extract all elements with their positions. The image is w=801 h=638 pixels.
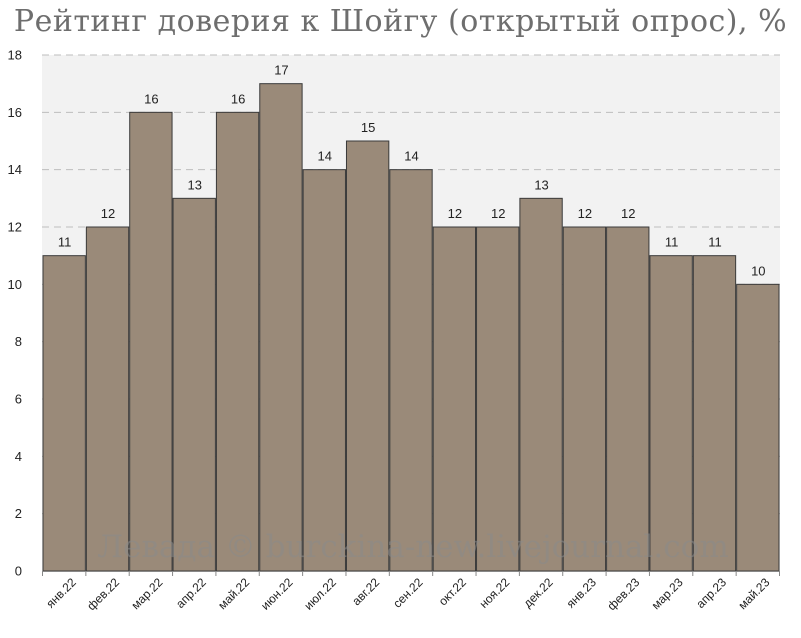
x-tick-label: янв.23 (564, 575, 600, 611)
x-axis: янв.22 фев.22 мар.22 апр.22 май.22 июн.22 июл.… (42, 571, 780, 613)
data-label: 14 (318, 149, 332, 164)
x-tick-label: мар.23 (649, 575, 686, 612)
x-tick-label: мар.22 (129, 575, 166, 612)
x-tick-label: окт.22 (436, 575, 469, 608)
bar (345, 140, 390, 572)
bar (302, 169, 346, 572)
x-tick-label: дек.22 (521, 575, 556, 610)
data-label: 16 (144, 91, 158, 106)
x-tick-label: июл.22 (301, 575, 339, 613)
bar (172, 197, 216, 572)
bar (42, 255, 86, 572)
bar (736, 283, 780, 572)
data-labels: 11 12 16 13 16 17 14 15 14 12 12 13 12 12 11 11 10 (58, 63, 766, 279)
bar (519, 197, 563, 572)
bar (85, 226, 130, 572)
chart-title: Рейтинг доверия к Шойгу (открытый опрос)… (13, 4, 788, 39)
data-label: 13 (188, 177, 202, 192)
x-tick-label: ноя.22 (477, 575, 513, 611)
y-tick-label: 10 (8, 277, 22, 292)
x-tick-label: апр.23 (693, 575, 729, 611)
data-label: 11 (665, 235, 679, 250)
x-tick-label: янв.22 (43, 575, 79, 611)
y-tick-label: 4 (15, 449, 22, 464)
y-tick-label: 16 (8, 105, 22, 120)
bar (389, 169, 433, 572)
bars (42, 83, 780, 572)
x-tick-label: фев.22 (84, 575, 122, 613)
x-tick-label: июн.22 (258, 575, 296, 613)
bar (432, 226, 477, 572)
y-tick-label: 12 (8, 220, 22, 235)
data-label: 17 (274, 63, 288, 78)
x-tick-label: май.23 (735, 575, 772, 612)
data-label: 10 (751, 263, 765, 278)
y-tick-label: 14 (8, 162, 22, 177)
watermark-text: Левада © burckina-new.livejournal.com (97, 529, 728, 565)
x-tick-label: апр.22 (173, 575, 209, 611)
data-label: 13 (534, 177, 548, 192)
bar (649, 255, 693, 572)
data-label: 12 (578, 206, 592, 221)
x-tick-label: фев.23 (604, 575, 642, 613)
y-tick-label: 2 (15, 506, 22, 521)
bar (692, 255, 737, 572)
x-tick-label: авг.22 (349, 575, 382, 608)
x-tick-label: сен.22 (390, 575, 426, 611)
data-label: 12 (491, 206, 505, 221)
y-tick-label: 18 (8, 48, 22, 63)
y-tick-label: 6 (15, 392, 22, 407)
y-tick-label: 0 (15, 564, 22, 579)
y-tick-label: 8 (15, 334, 22, 349)
bar (476, 226, 520, 572)
bar (215, 111, 260, 572)
bar (259, 83, 303, 572)
data-label: 14 (404, 149, 418, 164)
bar (606, 226, 650, 572)
data-label: 11 (58, 235, 72, 250)
data-label: 15 (361, 120, 375, 135)
data-label: 12 (448, 206, 462, 221)
x-tick-label: май.22 (215, 575, 252, 612)
data-label: 16 (231, 91, 245, 106)
data-label: 12 (101, 206, 115, 221)
data-label: 11 (708, 235, 722, 250)
y-axis: 0 2 4 6 8 10 12 14 16 18 (8, 48, 22, 579)
bar (562, 226, 607, 572)
data-label: 12 (621, 206, 635, 221)
bar (129, 111, 173, 572)
